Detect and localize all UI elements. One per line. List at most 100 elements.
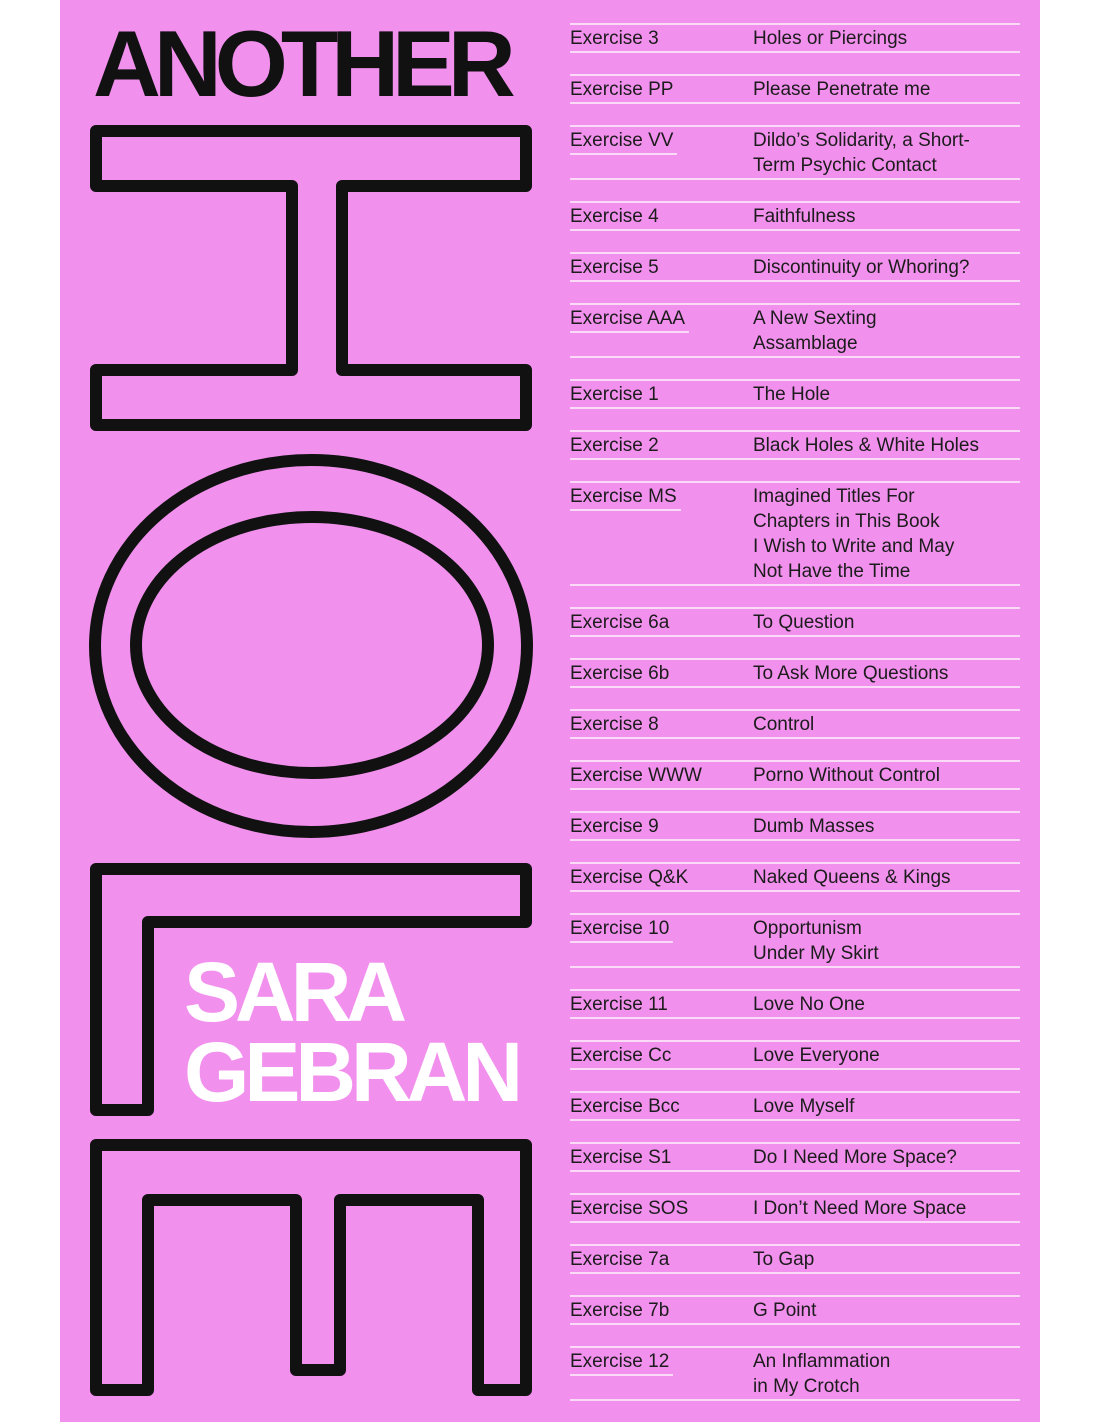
toc-chapter-title-line: Imagined Titles For xyxy=(753,486,915,507)
toc-exercise-label: Exercise WWW xyxy=(570,762,753,790)
toc-chapter-title-line: Please Penetrate me xyxy=(753,79,931,100)
toc-exercise-label-text: Exercise 2 xyxy=(570,432,663,460)
letter-e-outline xyxy=(90,1139,532,1396)
toc-exercise-label: Exercise 6a xyxy=(570,609,753,637)
toc-chapter-title-line: An Inflammation xyxy=(753,1351,891,1372)
toc-exercise-label-text: Exercise 10 xyxy=(570,915,674,943)
toc-exercise-label-text: Exercise VV xyxy=(570,127,678,155)
toc-chapter-title: Dildo’s Solidarity, a Short- Term Psychic… xyxy=(753,127,1020,178)
toc-exercise-label: Exercise VV xyxy=(570,127,753,178)
toc-exercise-label: Exercise 6b xyxy=(570,660,753,688)
toc-exercise-label-text: Exercise PP xyxy=(570,76,678,104)
toc-chapter-title-line: Love Myself xyxy=(753,1096,855,1117)
toc-exercise-label: Exercise Bcc xyxy=(570,1093,753,1121)
toc-entry: Exercise 5 Discontinuity or Whoring? xyxy=(570,252,1020,282)
toc-chapter-title-line: Dildo’s Solidarity, a Short- xyxy=(753,130,970,151)
toc-entry: Exercise 9 Dumb Masses xyxy=(570,811,1020,841)
toc-chapter-title: Naked Queens & Kings xyxy=(753,864,1020,890)
toc-exercise-label-text: Exercise 11 xyxy=(570,991,672,1019)
toc-chapter-title-line: Under My Skirt xyxy=(753,943,879,964)
title-another: ANOTHER xyxy=(93,11,516,116)
toc-chapter-title: Love Myself xyxy=(753,1093,1020,1119)
author-last-name: GEBRAN xyxy=(184,1025,523,1119)
toc-chapter-title: Holes or Piercings xyxy=(753,25,1020,51)
toc-entry: Exercise 4 Faithfulness xyxy=(570,201,1020,231)
toc-exercise-label-text: Exercise Bcc xyxy=(570,1093,684,1121)
toc-chapter-title-line: I Don’t Need More Space xyxy=(753,1198,967,1219)
toc-entry: Exercise 12 An Inflammation in My Crotch xyxy=(570,1346,1020,1401)
toc-chapter-title-line: Dumb Masses xyxy=(753,816,875,837)
toc-chapter-title: I Don’t Need More Space xyxy=(753,1195,1020,1221)
toc-exercise-label: Exercise Cc xyxy=(570,1042,753,1070)
toc-exercise-label-text: Exercise WWW xyxy=(570,762,706,790)
letter-h-outline xyxy=(90,125,532,431)
toc-chapter-title-line: Assamblage xyxy=(753,333,858,354)
toc-chapter-title-line: Do I Need More Space? xyxy=(753,1147,957,1168)
toc-entry: Exercise AAA A New Sexting Assamblage xyxy=(570,303,1020,358)
toc-entry: Exercise MS Imagined Titles For Chapters i… xyxy=(570,481,1020,586)
toc-exercise-label-text: Exercise AAA xyxy=(570,305,690,333)
toc-entry: Exercise 7a To Gap xyxy=(570,1244,1020,1274)
toc-chapter-title: To Question xyxy=(753,609,1020,635)
toc-entry: Exercise 8 Control xyxy=(570,709,1020,739)
toc-chapter-title-line: Not Have the Time xyxy=(753,561,911,582)
toc-chapter-title: Opportunism Under My Skirt xyxy=(753,915,1020,966)
toc-exercise-label: Exercise 4 xyxy=(570,203,753,231)
toc-chapter-title-line: Porno Without Control xyxy=(753,765,940,786)
toc-chapter-title: Do I Need More Space? xyxy=(753,1144,1020,1170)
toc-entry: Exercise 6b To Ask More Questions xyxy=(570,658,1020,688)
toc-entry: Exercise 7b G Point xyxy=(570,1295,1020,1325)
toc-exercise-label-text: Exercise SOS xyxy=(570,1195,693,1223)
toc-chapter-title: A New Sexting Assamblage xyxy=(753,305,1020,356)
toc-chapter-title: Imagined Titles For Chapters in This Book… xyxy=(753,483,1020,584)
toc-chapter-title-line: To Ask More Questions xyxy=(753,663,949,684)
toc-chapter-title: Faithfulness xyxy=(753,203,1020,229)
toc-exercise-label-text: Exercise 1 xyxy=(570,381,663,409)
toc-entry: Exercise 10 Opportunism Under My Skirt xyxy=(570,913,1020,968)
toc-entry: Exercise 1 The Hole xyxy=(570,379,1020,409)
toc-chapter-title-line: I Wish to Write and May xyxy=(753,536,955,557)
toc-exercise-label: Exercise Q&K xyxy=(570,864,753,892)
toc-chapter-title-line: Control xyxy=(753,714,815,735)
toc-chapter-title: Control xyxy=(753,711,1020,737)
toc-exercise-label-text: Exercise 6b xyxy=(570,660,674,688)
toc-chapter-title: Discontinuity or Whoring? xyxy=(753,254,1020,280)
toc-exercise-label-text: Exercise 6a xyxy=(570,609,674,637)
author-name: SARA GEBRAN xyxy=(184,950,523,1119)
toc-chapter-title-line: Holes or Piercings xyxy=(753,28,908,49)
toc-entry: Exercise 6a To Question xyxy=(570,607,1020,637)
toc-chapter-title: An Inflammation in My Crotch xyxy=(753,1348,1020,1399)
toc-chapter-title-line: To Gap xyxy=(753,1249,815,1270)
toc-exercise-label: Exercise 1 xyxy=(570,381,753,409)
toc-entry: Exercise 3 Holes or Piercings xyxy=(570,23,1020,53)
toc-entry: Exercise Q&K Naked Queens & Kings xyxy=(570,862,1020,892)
toc-exercise-label: Exercise AAA xyxy=(570,305,753,356)
toc-chapter-title-line: To Question xyxy=(753,612,855,633)
toc-entry: Exercise 11 Love No One xyxy=(570,989,1020,1019)
toc-exercise-label: Exercise 2 xyxy=(570,432,753,460)
book-cover xyxy=(60,0,1040,1422)
toc-exercise-label-text: Exercise 9 xyxy=(570,813,663,841)
toc-chapter-title: Please Penetrate me xyxy=(753,76,1020,102)
toc-exercise-label: Exercise MS xyxy=(570,483,753,584)
toc-exercise-label-text: Exercise Q&K xyxy=(570,864,693,892)
toc-exercise-label-text: Exercise MS xyxy=(570,483,681,511)
toc-chapter-title: G Point xyxy=(753,1297,1020,1323)
toc-exercise-label: Exercise 3 xyxy=(570,25,753,53)
toc-exercise-label-text: Exercise 8 xyxy=(570,711,663,739)
toc-exercise-label: Exercise 7a xyxy=(570,1246,753,1274)
toc-exercise-label-text: Exercise 12 xyxy=(570,1348,674,1376)
toc-exercise-label: Exercise 12 xyxy=(570,1348,753,1399)
toc-chapter-title: To Ask More Questions xyxy=(753,660,1020,686)
toc-chapter-title: Porno Without Control xyxy=(753,762,1020,788)
toc-chapter-title-line: in My Crotch xyxy=(753,1376,860,1397)
toc-exercise-label: Exercise PP xyxy=(570,76,753,104)
toc-exercise-label-text: Exercise 7a xyxy=(570,1246,674,1274)
toc-chapter-title-line: Love No One xyxy=(753,994,865,1015)
toc-exercise-label: Exercise SOS xyxy=(570,1195,753,1223)
toc-exercise-label: Exercise S1 xyxy=(570,1144,753,1172)
letter-l-outline xyxy=(90,863,532,1116)
toc-chapter-title: Dumb Masses xyxy=(753,813,1020,839)
table-of-contents: Exercise 3 Holes or Piercings Exercise PP P… xyxy=(570,23,1020,1422)
toc-chapter-title-line: G Point xyxy=(753,1300,817,1321)
